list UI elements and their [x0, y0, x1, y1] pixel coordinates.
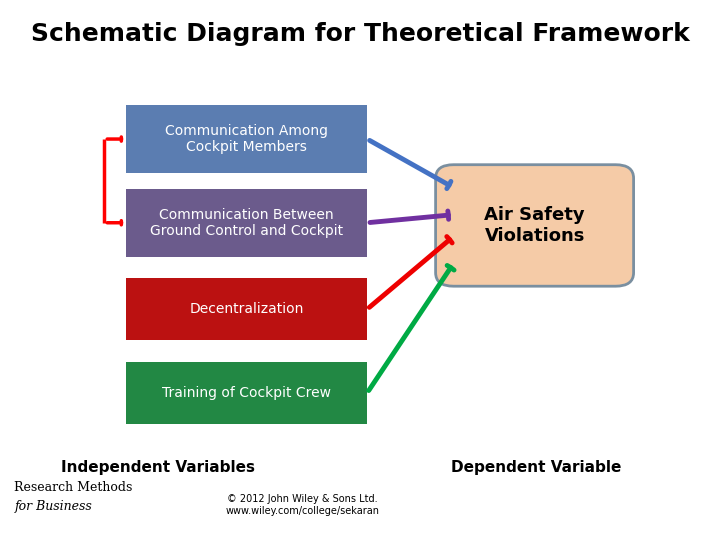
Text: for Business: for Business: [14, 500, 92, 513]
Text: Air Safety
Violations: Air Safety Violations: [485, 206, 585, 245]
FancyBboxPatch shape: [126, 362, 367, 424]
Text: Dependent Variable: Dependent Variable: [451, 460, 621, 475]
FancyBboxPatch shape: [126, 189, 367, 256]
FancyBboxPatch shape: [436, 165, 634, 286]
FancyBboxPatch shape: [126, 278, 367, 340]
Text: Communication Among
Cockpit Members: Communication Among Cockpit Members: [165, 124, 328, 154]
Text: © 2012 John Wiley & Sons Ltd.
www.wiley.com/college/sekaran: © 2012 John Wiley & Sons Ltd. www.wiley.…: [225, 494, 379, 516]
Text: Research Methods: Research Methods: [14, 481, 132, 494]
Text: Training of Cockpit Crew: Training of Cockpit Crew: [162, 386, 331, 400]
Text: Schematic Diagram for Theoretical Framework: Schematic Diagram for Theoretical Framew…: [31, 22, 689, 45]
Text: Decentralization: Decentralization: [189, 302, 304, 316]
Text: Independent Variables: Independent Variables: [61, 460, 256, 475]
Text: Communication Between
Ground Control and Cockpit: Communication Between Ground Control and…: [150, 208, 343, 238]
FancyBboxPatch shape: [126, 105, 367, 173]
